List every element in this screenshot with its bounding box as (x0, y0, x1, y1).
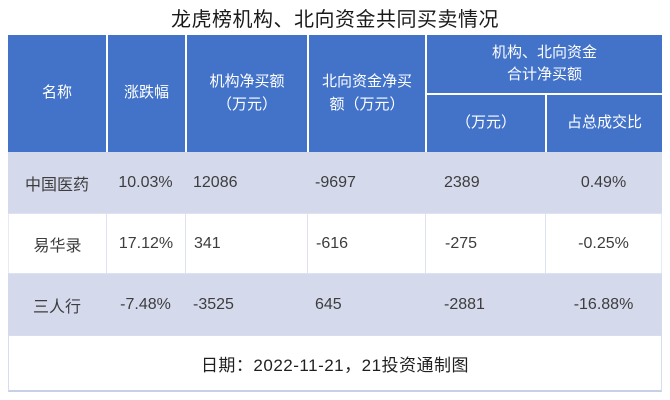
cell-change: 10.03% (118, 173, 173, 191)
table-row: 中国医药 10.03% 12086 -9697 2389 0.49% (8, 152, 662, 213)
table-row: 三人行 -7.48% -3525 645 -2881 -16.88% (8, 274, 662, 335)
cell-stock-name: 中国医药 (24, 176, 89, 194)
cell-combined-amount: 2389 (444, 173, 480, 191)
cell-combined-ratio: -16.88% (573, 295, 634, 313)
cell-change: 17.12% (106, 214, 185, 273)
header-group-combined-net-buy: 机构、北向资金 合计净买额 (425, 35, 662, 95)
header-cell-inst-net-buy: 机构净买额 （万元） (185, 35, 307, 152)
cell-combined-amount: -275 (425, 214, 545, 273)
cell-stock-name: 三人行 (32, 298, 81, 316)
table-row: 易华录 17.12% 341 -616 -275 -0.25% (8, 213, 662, 274)
cell-combined-amount: -2881 (444, 295, 485, 313)
cell-inst-net-buy: -3525 (193, 295, 234, 313)
table-header: 名称 涨跌幅 机构净买额 （万元） 北向资金净买 额（万元） 机构、北向资金 合… (8, 35, 662, 152)
cell-combined-ratio: 0.49% (580, 173, 627, 191)
header-cell-combined-amount: （万元） (425, 95, 545, 152)
cell-combined-ratio: -0.25% (545, 214, 662, 273)
chart-title: 龙虎榜机构、北向资金共同买卖情况 (171, 9, 499, 31)
cell-inst-net-buy: 12086 (193, 173, 238, 191)
cell-north-net-buy: -616 (307, 214, 425, 273)
cell-change: -7.48% (120, 295, 171, 313)
cell-inst-net-buy: 341 (185, 214, 307, 273)
header-cell-name: 名称 (41, 84, 72, 102)
header-cell-combined-ratio: 占总成交比 (545, 95, 662, 152)
header-cell-north-net-buy: 北向资金净买 额（万元） (307, 35, 425, 152)
header-cell-change: 涨跌幅 (106, 35, 185, 152)
cell-north-net-buy: -9697 (315, 173, 356, 191)
footer-note: 日期：2022-11-21，21投资通制图 (8, 335, 662, 392)
cell-stock-name: 易华录 (8, 214, 106, 273)
cell-north-net-buy: 645 (315, 295, 342, 313)
